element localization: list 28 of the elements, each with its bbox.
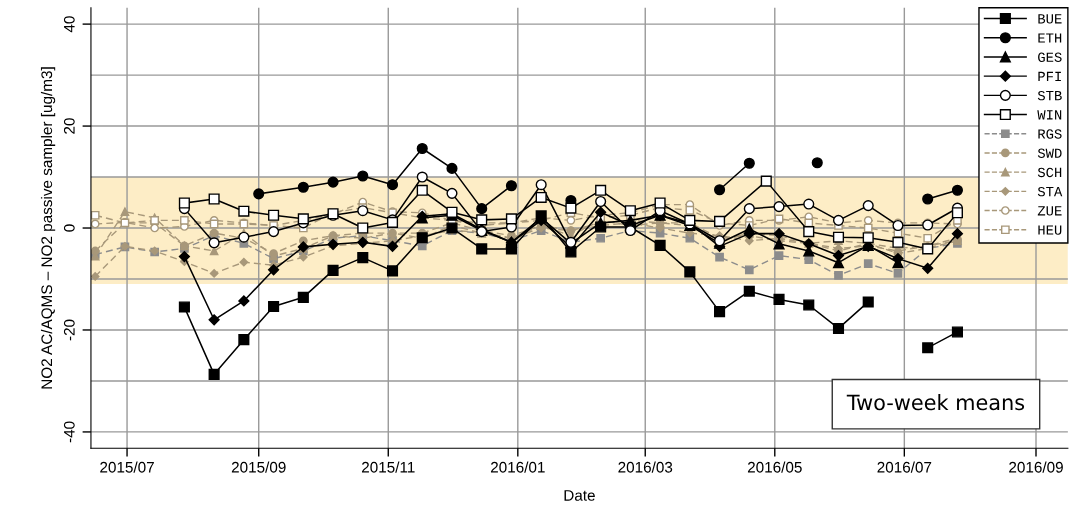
legend-label: STA <box>1037 186 1063 197</box>
legend-label: SWD <box>1037 148 1062 158</box>
legend-label: RGS <box>1038 129 1062 139</box>
y-tick-label: 20 <box>63 118 75 134</box>
legend-label: WIN <box>1037 110 1062 120</box>
legend-label: ETH <box>1038 33 1062 43</box>
x-tick-label: 2016/03 <box>618 461 673 473</box>
y-tick-label: 40 <box>63 16 75 33</box>
x-tick-label: 2016/05 <box>747 461 802 473</box>
legend-label: PFI <box>1038 71 1061 82</box>
x-tick-label: 2016/07 <box>877 461 932 473</box>
y-tick-label: 0 <box>63 224 75 232</box>
x-tick-label: 2015/11 <box>361 461 415 473</box>
legend-label: HEU <box>1038 225 1062 235</box>
x-tick-label: 2015/07 <box>100 461 154 473</box>
x-axis-title: Date <box>564 490 595 501</box>
x-tick-label: 2015/09 <box>231 461 286 473</box>
y-tick-label: -40 <box>63 421 75 443</box>
y-tick-label: -20 <box>63 319 75 341</box>
x-tick-label: 2016/09 <box>1009 461 1063 473</box>
x-tick-label: 2016/01 <box>490 461 545 473</box>
legend-label: ZUE <box>1037 206 1062 216</box>
annotation: Two-week means <box>846 394 1025 411</box>
legend-label: BUE <box>1038 14 1062 24</box>
y-axis-title: NO2 AC/AQMS – NO2 passive sampler [ug/m3] <box>40 67 56 389</box>
legend-label: SCH <box>1037 167 1062 178</box>
legend-label: STB <box>1037 90 1062 101</box>
legend-label: GES <box>1038 52 1062 62</box>
